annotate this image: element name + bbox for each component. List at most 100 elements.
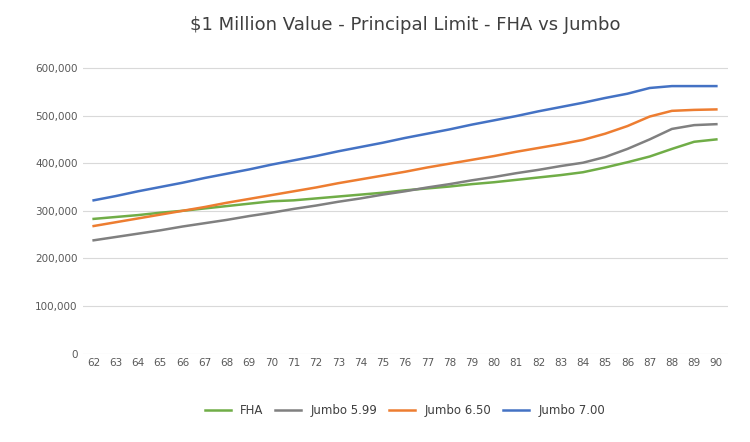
Line: FHA: FHA — [94, 139, 716, 219]
Jumbo 7.00 — [556, 104, 566, 110]
Jumbo 5.99 — [134, 231, 142, 236]
Jumbo 7.00 — [490, 118, 499, 123]
Jumbo 5.99 — [645, 137, 654, 142]
Jumbo 6.50 — [200, 204, 209, 210]
Jumbo 6.50 — [178, 208, 187, 213]
Jumbo 6.50 — [311, 185, 320, 190]
Jumbo 6.50 — [623, 123, 632, 129]
FHA — [490, 179, 499, 185]
Jumbo 5.99 — [244, 213, 254, 219]
Jumbo 7.00 — [668, 84, 676, 89]
Jumbo 5.99 — [334, 199, 343, 204]
Jumbo 7.00 — [200, 175, 209, 181]
FHA — [356, 192, 365, 197]
Jumbo 7.00 — [378, 140, 387, 145]
Jumbo 5.99 — [512, 171, 520, 176]
FHA — [690, 139, 699, 145]
Line: Jumbo 6.50: Jumbo 6.50 — [94, 110, 716, 226]
FHA — [400, 188, 410, 193]
Jumbo 7.00 — [89, 198, 98, 203]
Jumbo 6.50 — [512, 149, 520, 154]
FHA — [200, 206, 209, 211]
Jumbo 6.50 — [467, 157, 476, 163]
Jumbo 7.00 — [223, 171, 232, 176]
Jumbo 7.00 — [178, 180, 187, 185]
Jumbo 7.00 — [445, 127, 454, 132]
Jumbo 6.50 — [89, 223, 98, 229]
Jumbo 7.00 — [512, 114, 520, 119]
Jumbo 6.50 — [290, 189, 298, 194]
Jumbo 5.99 — [111, 234, 120, 240]
Jumbo 5.99 — [311, 203, 320, 208]
Jumbo 6.50 — [556, 141, 566, 147]
Jumbo 7.00 — [356, 145, 365, 150]
Title: $1 Million Value - Principal Limit - FHA vs Jumbo: $1 Million Value - Principal Limit - FHA… — [190, 16, 620, 34]
Jumbo 5.99 — [623, 146, 632, 152]
Jumbo 7.00 — [690, 84, 699, 89]
Jumbo 5.99 — [156, 228, 165, 233]
Jumbo 5.99 — [200, 221, 209, 226]
Jumbo 5.99 — [290, 206, 298, 212]
Jumbo 5.99 — [490, 174, 499, 179]
Jumbo 5.99 — [556, 164, 566, 169]
FHA — [512, 177, 520, 183]
FHA — [601, 165, 610, 170]
Jumbo 7.00 — [134, 189, 142, 194]
Jumbo 7.00 — [334, 149, 343, 154]
Jumbo 5.99 — [89, 238, 98, 243]
Jumbo 7.00 — [534, 109, 543, 114]
Jumbo 6.50 — [445, 161, 454, 166]
FHA — [668, 146, 676, 152]
Jumbo 7.00 — [156, 184, 165, 190]
Jumbo 5.99 — [578, 160, 587, 165]
Jumbo 6.50 — [134, 216, 142, 221]
FHA — [223, 203, 232, 209]
Legend: FHA, Jumbo 5.99, Jumbo 6.50, Jumbo 7.00: FHA, Jumbo 5.99, Jumbo 6.50, Jumbo 7.00 — [200, 400, 610, 422]
Jumbo 5.99 — [668, 126, 676, 132]
FHA — [645, 154, 654, 159]
FHA — [244, 201, 254, 206]
Jumbo 5.99 — [356, 196, 365, 201]
FHA — [623, 160, 632, 165]
Jumbo 6.50 — [490, 153, 499, 159]
Jumbo 7.00 — [311, 153, 320, 159]
Jumbo 7.00 — [267, 162, 276, 167]
FHA — [311, 196, 320, 201]
Jumbo 6.50 — [534, 145, 543, 151]
Jumbo 7.00 — [623, 91, 632, 96]
FHA — [534, 175, 543, 180]
FHA — [445, 184, 454, 189]
Jumbo 5.99 — [534, 167, 543, 172]
FHA — [156, 210, 165, 215]
Jumbo 7.00 — [290, 158, 298, 163]
Jumbo 6.50 — [156, 212, 165, 217]
Jumbo 7.00 — [578, 100, 587, 105]
Jumbo 6.50 — [244, 196, 254, 202]
Jumbo 6.50 — [223, 200, 232, 206]
Jumbo 6.50 — [356, 177, 365, 182]
FHA — [111, 214, 120, 220]
Jumbo 7.00 — [244, 167, 254, 172]
FHA — [578, 170, 587, 175]
FHA — [290, 198, 298, 203]
Jumbo 5.99 — [445, 182, 454, 187]
Jumbo 5.99 — [378, 192, 387, 197]
Jumbo 7.00 — [423, 131, 432, 136]
Jumbo 6.50 — [668, 108, 676, 114]
Jumbo 7.00 — [111, 194, 120, 199]
FHA — [556, 172, 566, 178]
FHA — [334, 194, 343, 199]
FHA — [423, 186, 432, 191]
Line: Jumbo 5.99: Jumbo 5.99 — [94, 124, 716, 240]
Jumbo 6.50 — [400, 169, 410, 175]
Jumbo 5.99 — [712, 122, 721, 127]
FHA — [712, 137, 721, 142]
FHA — [134, 213, 142, 218]
Jumbo 5.99 — [601, 154, 610, 160]
FHA — [467, 182, 476, 187]
Jumbo 6.50 — [578, 137, 587, 142]
Jumbo 6.50 — [111, 220, 120, 225]
Jumbo 6.50 — [423, 165, 432, 170]
Jumbo 5.99 — [223, 217, 232, 222]
FHA — [178, 208, 187, 213]
